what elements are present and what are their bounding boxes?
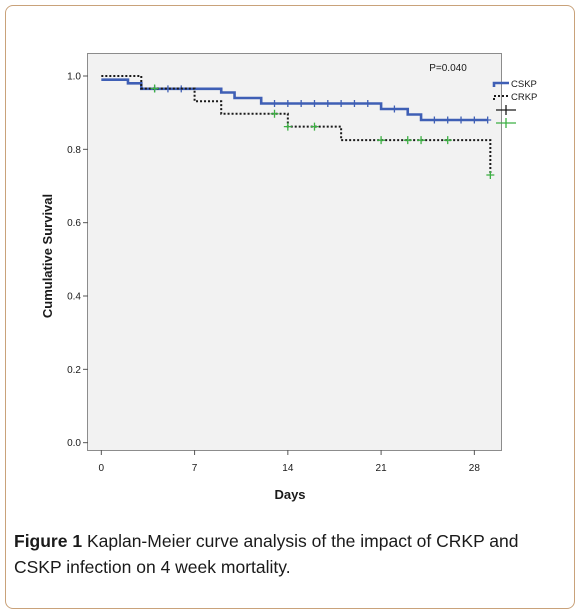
y-tick-label: 0.0 [67, 438, 81, 449]
censor-mark-cskp [324, 100, 332, 107]
censor-mark-crkp [377, 136, 386, 145]
legend-crkp-censored [496, 118, 516, 128]
censor-mark-cskp [457, 116, 465, 124]
censor-mark-crkp [310, 122, 319, 131]
y-tick-label: 0.4 [67, 292, 81, 303]
censor-mark-crkp [270, 109, 279, 118]
legend-label-crkp: CRKP [511, 92, 537, 103]
p-value-annotation: P=0.040 [429, 63, 467, 74]
legend-label-cskp: CSKP [511, 79, 537, 90]
x-tick-label: 21 [376, 463, 388, 474]
censor-mark-cskp [364, 100, 372, 107]
x-tick-label: 14 [282, 463, 294, 474]
censor-mark-cskp [390, 105, 398, 113]
x-axis-label: Days [274, 487, 305, 502]
x-tick-label: 7 [192, 463, 198, 474]
censor-mark-crkp [403, 136, 412, 145]
censor-mark-cskp [350, 100, 358, 107]
y-axis-label: Cumulative Survival [40, 194, 55, 318]
caption-text: Kaplan-Meier curve analysis of the impac… [14, 531, 519, 577]
figure-caption: Figure 1 Kaplan-Meier curve analysis of … [14, 528, 559, 580]
censor-mark-crkp [486, 171, 495, 179]
censor-mark-crkp [443, 136, 452, 145]
censor-mark-cskp [271, 100, 279, 107]
censor-mark-crkp [283, 122, 292, 131]
y-tick-label: 0.2 [67, 365, 81, 376]
censor-mark-cskp [484, 116, 492, 124]
legend-swatch-cskp [492, 81, 509, 87]
censor-mark-crkp [150, 84, 159, 93]
censor-mark-cskp [310, 100, 318, 107]
y-tick-label: 1.0 [67, 72, 81, 83]
x-tick-label: 28 [469, 463, 481, 474]
y-tick-label: 0.6 [67, 218, 81, 229]
censor-mark-cskp [470, 116, 478, 124]
legend-cskp-censored [496, 105, 516, 115]
censor-mark-cskp [284, 100, 292, 107]
figure-label: Figure 1 [14, 531, 83, 551]
series-line-crkp [101, 75, 492, 175]
censor-mark-cskp [444, 116, 452, 124]
legend-swatch-crkp [493, 95, 509, 100]
censor-mark-cskp [337, 100, 345, 107]
x-tick-label: 0 [99, 463, 105, 474]
censor-mark-cskp [297, 100, 305, 107]
censor-mark-cskp [430, 116, 438, 124]
censor-mark-crkp [417, 136, 426, 145]
series-line-cskp [101, 78, 488, 122]
y-tick-label: 0.8 [67, 145, 81, 156]
